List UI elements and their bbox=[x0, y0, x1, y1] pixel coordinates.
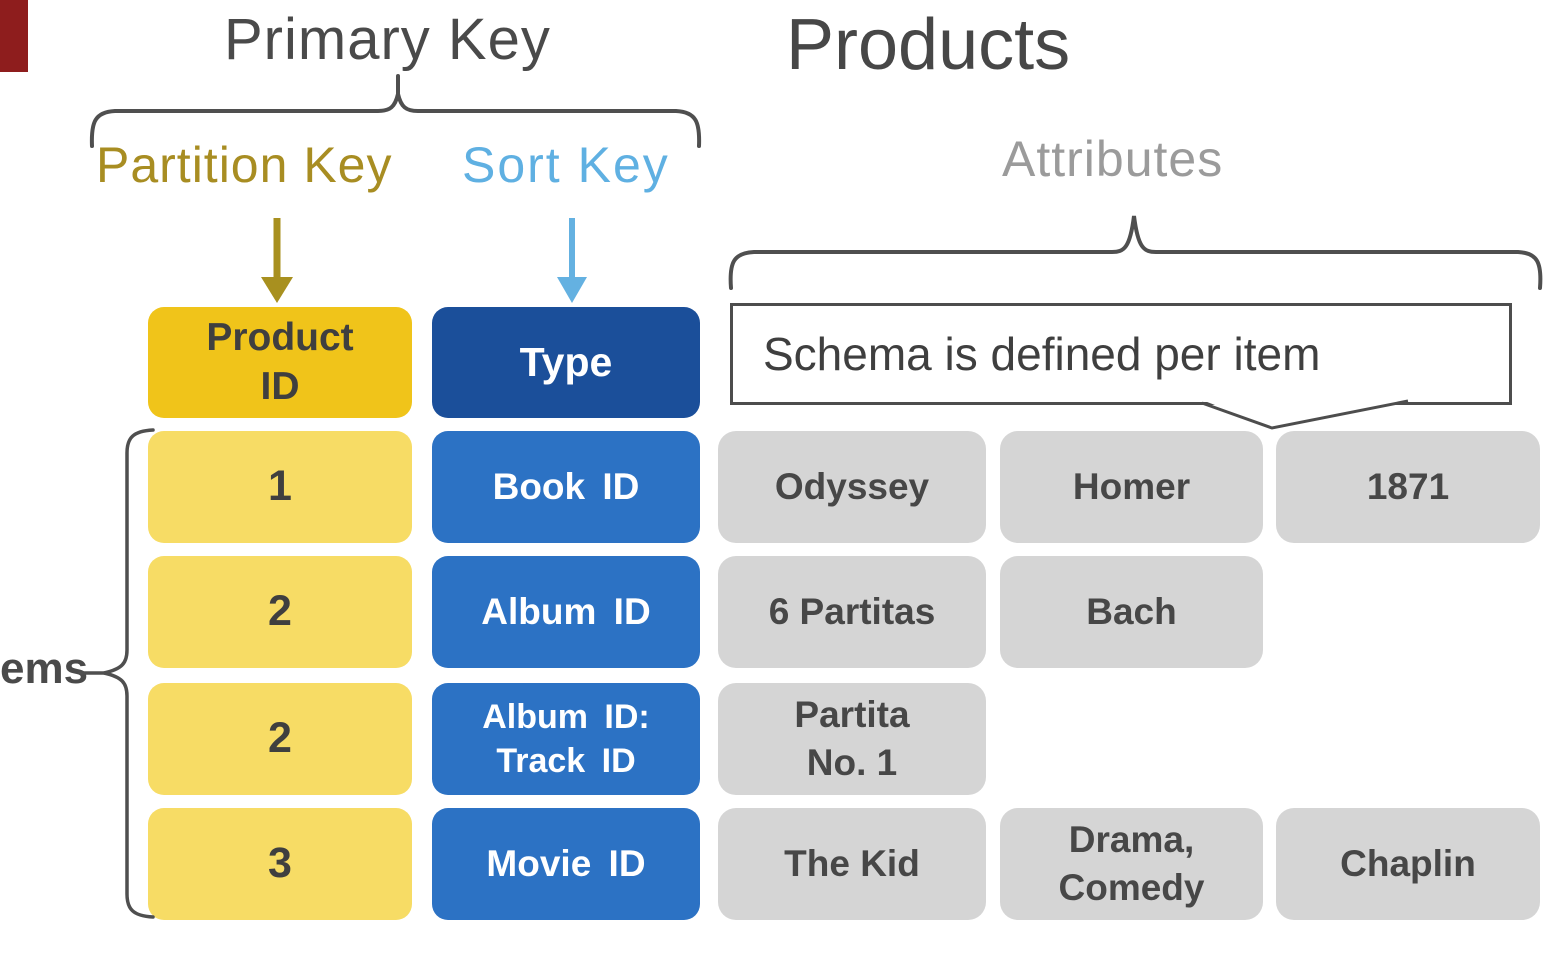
row-2-attribute-cell-1: 6 Partitas bbox=[718, 556, 986, 668]
schema-callout: Schema is defined per item bbox=[730, 303, 1512, 405]
attributes-brace bbox=[728, 215, 1543, 290]
row-1-type-cell: Book ID bbox=[432, 431, 700, 543]
row-4-type-cell: Movie ID bbox=[432, 808, 700, 920]
row-2-product-id-cell: 2 bbox=[148, 556, 412, 668]
row-1-product-id-cell: 1 bbox=[148, 431, 412, 543]
product-id-header-cell: Product ID bbox=[148, 307, 412, 418]
row-4-product-id-cell: 3 bbox=[148, 808, 412, 920]
red-corner-mark bbox=[0, 0, 28, 72]
items-label: ems bbox=[0, 644, 89, 693]
row-2-attribute-cell-2: Bach bbox=[1000, 556, 1263, 668]
sort-key-label: Sort Key bbox=[462, 137, 670, 193]
schema-callout-text: Schema is defined per item bbox=[763, 328, 1321, 380]
row-4-attribute-cell-3: Chaplin bbox=[1276, 808, 1540, 920]
sort-key-arrow bbox=[557, 218, 587, 303]
items-brace bbox=[103, 428, 155, 919]
partition-key-label: Partition Key bbox=[96, 137, 393, 193]
row-3-attribute-cell-1: Partita No. 1 bbox=[718, 683, 986, 795]
type-header-cell: Type bbox=[432, 307, 700, 418]
schema-callout-tail-outline bbox=[1201, 399, 1409, 430]
row-1-attribute-cell-2: Homer bbox=[1000, 431, 1263, 543]
attributes-label: Attributes bbox=[1002, 131, 1224, 187]
row-4-attribute-cell-1: The Kid bbox=[718, 808, 986, 920]
products-title: Products bbox=[786, 5, 1071, 85]
row-1-attribute-cell-3: 1871 bbox=[1276, 431, 1540, 543]
row-3-product-id-cell: 2 bbox=[148, 683, 412, 795]
primary-key-label: Primary Key bbox=[224, 7, 551, 72]
partition-key-arrow bbox=[261, 218, 293, 303]
row-3-type-cell: Album ID: Track ID bbox=[432, 683, 700, 795]
row-1-attribute-cell-1: Odyssey bbox=[718, 431, 986, 543]
row-2-type-cell: Album ID bbox=[432, 556, 700, 668]
row-4-attribute-cell-2: Drama, Comedy bbox=[1000, 808, 1263, 920]
